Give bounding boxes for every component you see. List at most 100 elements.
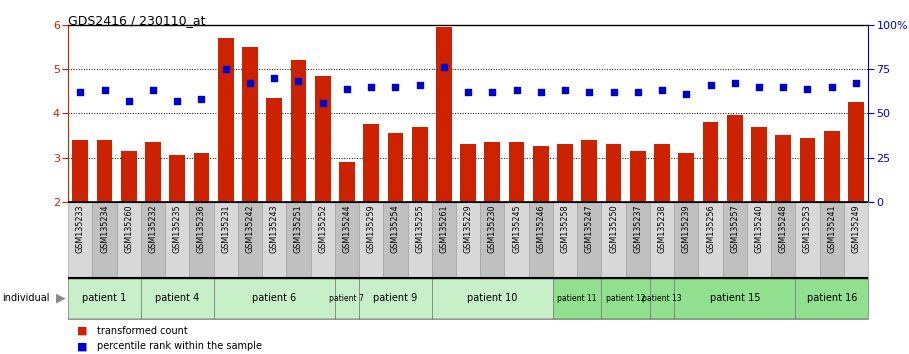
Bar [698,202,723,278]
Point [800,86,814,91]
Bar [674,278,795,319]
Point [218,66,233,72]
Point [606,89,621,95]
Bar [214,202,238,278]
Bar [650,278,674,319]
Bar [582,140,597,202]
Point [509,87,524,93]
Point [704,82,718,88]
Bar [630,151,645,202]
Text: transformed count: transformed count [97,326,188,336]
Bar [141,278,214,319]
Bar [68,278,141,319]
Bar [456,202,480,278]
Bar [775,136,791,202]
Bar [73,140,88,202]
Text: patient 4: patient 4 [155,293,199,303]
Bar [577,202,602,278]
Bar [384,202,407,278]
Bar [848,102,864,202]
Text: GSM135241: GSM135241 [827,204,836,252]
Bar [266,98,282,202]
Bar [335,278,359,319]
Bar [844,202,868,278]
Text: GSM135250: GSM135250 [609,204,618,253]
Text: GSM135256: GSM135256 [706,204,715,253]
Bar [678,153,694,202]
Point [679,91,694,97]
Bar [800,138,815,202]
Text: individual: individual [2,293,49,303]
Point [315,100,330,105]
Text: ■: ■ [77,326,88,336]
Point [73,89,87,95]
Point [558,87,573,93]
Bar [432,202,456,278]
Bar [339,162,355,202]
Text: GSM135230: GSM135230 [488,204,497,252]
Bar [359,278,432,319]
Text: GSM135246: GSM135246 [536,204,545,252]
Point [752,84,766,90]
Text: GSM135237: GSM135237 [634,204,643,253]
Text: patient 1: patient 1 [83,293,126,303]
Bar [387,133,404,202]
Text: GSM135233: GSM135233 [75,204,85,252]
Bar [286,202,311,278]
Point [364,84,378,90]
Text: patient 16: patient 16 [806,293,857,303]
Text: GSM135244: GSM135244 [343,204,352,252]
Bar [509,142,524,202]
Text: GSM135235: GSM135235 [173,204,182,253]
Bar [771,202,795,278]
Bar [723,202,747,278]
Text: patient 6: patient 6 [252,293,296,303]
Bar [407,202,432,278]
Point [413,82,427,88]
Bar [795,202,820,278]
Bar [529,202,553,278]
Bar [533,147,549,202]
Bar [436,27,452,202]
Text: GSM135252: GSM135252 [318,204,327,253]
Point [340,86,355,91]
Point [654,87,669,93]
Text: percentile rank within the sample: percentile rank within the sample [97,341,263,351]
Bar [654,144,670,202]
Bar [214,278,335,319]
Bar [747,202,771,278]
Bar [674,202,698,278]
Bar [96,140,113,202]
Bar [315,76,331,202]
Bar [553,202,577,278]
Bar [242,47,258,202]
Bar [291,60,306,202]
Bar [189,202,214,278]
Bar [262,202,286,278]
Bar [141,202,165,278]
Text: patient 13: patient 13 [643,294,682,303]
Point [461,89,475,95]
Bar [121,151,136,202]
Point [243,80,257,86]
Text: GSM135232: GSM135232 [148,204,157,253]
Text: GSM135242: GSM135242 [245,204,255,253]
Point [122,98,136,104]
Point [824,84,839,90]
Text: GSM135251: GSM135251 [294,204,303,253]
Bar [504,202,529,278]
Text: GSM135258: GSM135258 [561,204,570,253]
Text: GSM135245: GSM135245 [512,204,521,253]
Text: patient 15: patient 15 [710,293,760,303]
Text: GSM135249: GSM135249 [852,204,861,253]
Bar [194,153,209,202]
Point [727,80,742,86]
Text: GSM135254: GSM135254 [391,204,400,253]
Bar [703,122,718,202]
Text: patient 11: patient 11 [557,294,597,303]
Text: GSM135239: GSM135239 [682,204,691,253]
Point [631,89,645,95]
Bar [484,142,500,202]
Bar [93,202,116,278]
Bar [625,202,650,278]
